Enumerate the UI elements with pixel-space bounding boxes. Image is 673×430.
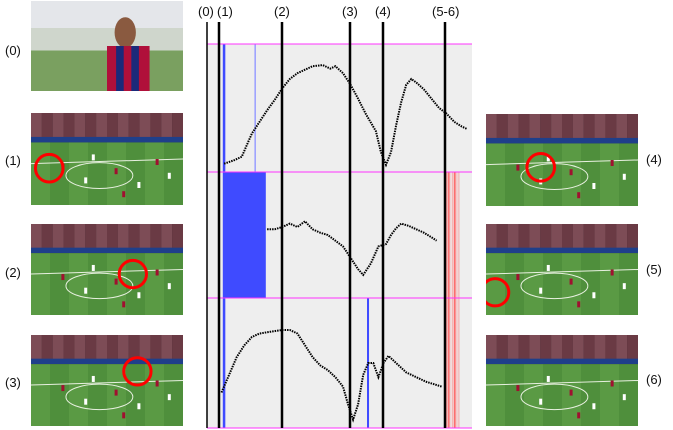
thumbnail-left-0 xyxy=(31,1,183,91)
blue-line xyxy=(254,44,256,172)
thumbnail-label: (6) xyxy=(646,372,662,387)
red-band xyxy=(456,172,458,298)
red-band xyxy=(456,298,458,428)
red-band xyxy=(454,298,456,428)
marker-label: (1) xyxy=(217,4,233,19)
thumbnail-left-1 xyxy=(31,113,183,205)
panel-3 xyxy=(207,297,472,428)
panel-background xyxy=(207,298,472,428)
thumbnail-label: (5) xyxy=(646,262,662,277)
thumbnail-label: (2) xyxy=(5,265,21,280)
marker-label: (5-6) xyxy=(432,4,460,19)
panel-2 xyxy=(207,171,472,298)
curve-line xyxy=(267,219,438,277)
blue-band xyxy=(222,172,266,298)
thumbnail-label: (1) xyxy=(5,153,21,168)
marker-label: (2) xyxy=(274,4,290,19)
marker-label: (0) xyxy=(198,4,214,19)
red-band xyxy=(448,298,450,428)
blue-band xyxy=(222,298,226,428)
panel-background xyxy=(207,44,472,172)
thumbnail-right-0 xyxy=(486,114,638,206)
thumbnail-label: (0) xyxy=(5,43,21,58)
red-band xyxy=(448,172,450,298)
red-band xyxy=(452,298,454,428)
red-band xyxy=(450,298,452,428)
marker-label: (4) xyxy=(375,4,391,19)
red-band xyxy=(450,172,452,298)
red-band xyxy=(446,172,448,298)
thumbnail-right-2 xyxy=(486,335,638,426)
red-band xyxy=(454,172,456,298)
thumbnail-left-2 xyxy=(31,224,183,315)
curve-line xyxy=(220,329,442,423)
thumbnail-label: (4) xyxy=(646,152,662,167)
curve-line xyxy=(223,64,468,168)
red-band xyxy=(452,172,454,298)
panel-1 xyxy=(207,43,472,172)
thumbnail-right-1 xyxy=(486,224,638,315)
thumbnail-label: (3) xyxy=(5,375,21,390)
marker-label: (3) xyxy=(342,4,358,19)
red-band xyxy=(458,172,460,298)
red-band xyxy=(446,298,448,428)
blue-band xyxy=(222,44,226,172)
thumbnail-left-3 xyxy=(31,335,183,426)
red-band xyxy=(458,298,460,428)
